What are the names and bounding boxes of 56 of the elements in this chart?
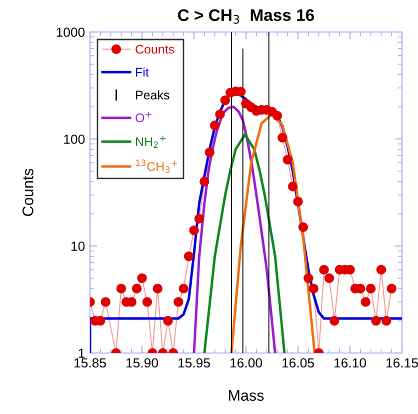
point bbox=[382, 316, 392, 326]
point bbox=[282, 154, 292, 165]
point bbox=[116, 284, 126, 294]
point bbox=[132, 284, 142, 294]
x-tick-label: 15.85 bbox=[74, 358, 106, 368]
y-tick-label: 10 bbox=[71, 242, 85, 251]
y-tick-label: 1000 bbox=[56, 28, 85, 37]
point bbox=[100, 297, 110, 307]
legend-label: O$^{+}$ bbox=[136, 112, 152, 122]
point bbox=[366, 284, 376, 294]
point bbox=[298, 222, 308, 232]
point bbox=[308, 284, 318, 294]
point bbox=[330, 316, 340, 326]
point bbox=[288, 182, 298, 192]
point bbox=[184, 252, 194, 262]
point bbox=[386, 284, 396, 294]
x-tick-label: 15.95 bbox=[178, 358, 210, 368]
y-axis-title: Counts bbox=[22, 168, 34, 216]
point bbox=[376, 264, 386, 275]
point bbox=[360, 297, 370, 307]
legend-label: $^{13}$CH$_{3}$$^{+}$ bbox=[136, 160, 178, 173]
point bbox=[293, 196, 303, 206]
x-tick-label: 15.90 bbox=[126, 358, 158, 368]
point bbox=[304, 273, 314, 284]
legend-label: Counts bbox=[136, 44, 174, 54]
point bbox=[163, 316, 173, 326]
x-tick-label: 16.05 bbox=[282, 358, 314, 368]
point bbox=[178, 284, 188, 294]
x-tick-label: 16.10 bbox=[334, 358, 366, 368]
legend-label: Fit bbox=[136, 67, 149, 77]
point bbox=[371, 316, 381, 326]
chart-title: C > CH$_{3}$ Mass 16 bbox=[178, 9, 314, 24]
legend-label: NH$_{2}$$^{+}$ bbox=[136, 136, 166, 148]
point bbox=[278, 132, 288, 142]
point bbox=[142, 297, 152, 307]
point bbox=[194, 214, 204, 224]
y-tick-label: 1 bbox=[78, 348, 84, 358]
point bbox=[319, 264, 329, 275]
point bbox=[200, 176, 210, 186]
line-series bbox=[192, 106, 276, 353]
point bbox=[215, 109, 225, 120]
point bbox=[272, 110, 282, 121]
point bbox=[220, 95, 230, 106]
y-tick-label: 100 bbox=[64, 134, 85, 144]
point bbox=[137, 273, 147, 284]
legend-label: Peaks bbox=[136, 90, 170, 100]
point bbox=[204, 148, 214, 158]
line-series bbox=[203, 133, 286, 353]
x-tick-label: 16.15 bbox=[386, 358, 418, 368]
point bbox=[174, 297, 184, 307]
x-axis-title: Mass bbox=[229, 390, 264, 401]
point bbox=[324, 273, 334, 284]
point bbox=[210, 120, 220, 130]
point bbox=[189, 226, 199, 236]
x-tick-label: 16.00 bbox=[230, 358, 262, 368]
point bbox=[152, 284, 162, 294]
